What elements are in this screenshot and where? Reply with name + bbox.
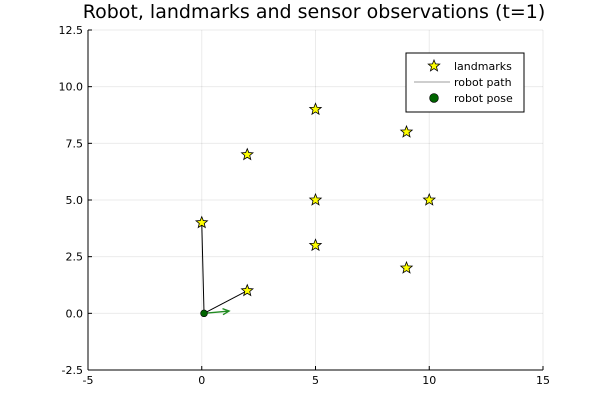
data-points xyxy=(194,102,437,318)
legend-label: robot pose xyxy=(454,92,513,105)
legend-label: robot path xyxy=(454,76,512,89)
y-tick-label: 7.5 xyxy=(66,137,84,150)
observation-line xyxy=(201,222,205,314)
legend-circle-icon xyxy=(429,93,439,103)
landmark-point xyxy=(308,102,323,116)
x-tick-label: 10 xyxy=(422,374,436,387)
y-tick-label: 10.0 xyxy=(59,81,84,94)
y-tick-label: 0.0 xyxy=(66,307,84,320)
x-tick-label: -5 xyxy=(83,374,94,387)
legend: landmarks robot path robot pose xyxy=(405,52,525,113)
x-tick-label: 15 xyxy=(536,374,550,387)
y-tick-label: 2.5 xyxy=(66,251,84,264)
landmark-point xyxy=(240,283,255,297)
robot-pose-point xyxy=(200,309,208,318)
y-tick-label: 12.5 xyxy=(59,24,84,37)
y-tick-label: -2.5 xyxy=(62,364,83,377)
observation-lines xyxy=(201,222,248,314)
landmark-point xyxy=(308,192,323,206)
heading-arrow-head xyxy=(222,307,231,316)
landmark-point xyxy=(308,238,323,252)
ticks: -5 0 5 10 15 -2.5 0.0 2.5 5.0 7.5 10.0 12.5 xyxy=(59,24,551,387)
landmark-point xyxy=(194,215,209,229)
x-tick-label: 0 xyxy=(198,374,205,387)
legend-star-icon xyxy=(427,58,441,72)
x-tick-label: 5 xyxy=(312,374,319,387)
landmark-point xyxy=(399,124,414,138)
y-tick-label: 5.0 xyxy=(66,194,84,207)
observation-line xyxy=(203,290,248,314)
heading-arrow-group xyxy=(203,307,231,316)
landmark-point xyxy=(399,260,414,274)
chart-title: Robot, landmarks and sensor observations… xyxy=(83,1,546,23)
landmark-point xyxy=(240,147,255,161)
landmark-point xyxy=(422,192,437,206)
heading-arrow xyxy=(203,310,230,315)
legend-label: landmarks xyxy=(454,60,512,73)
